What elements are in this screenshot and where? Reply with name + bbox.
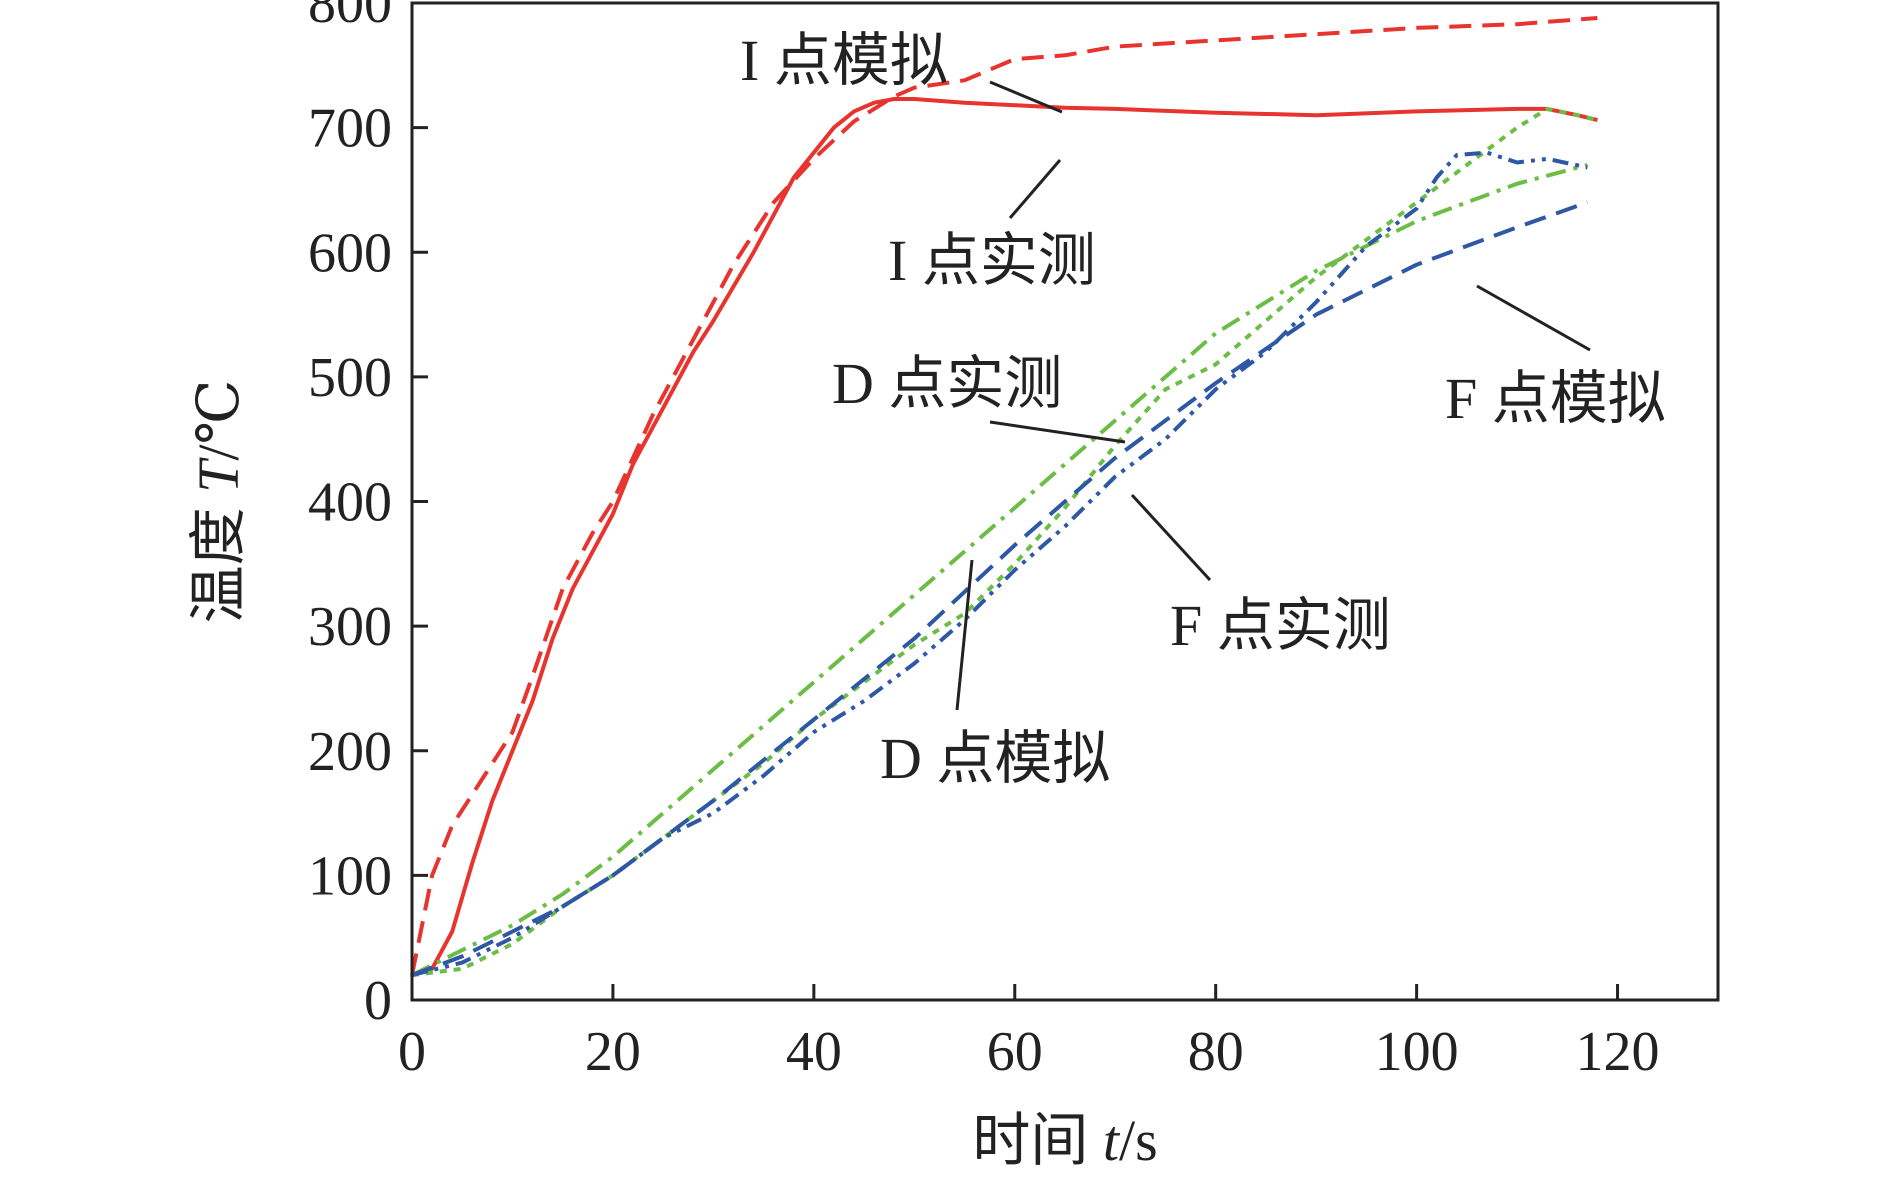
y-axis-title: 温度 T/℃	[186, 380, 251, 624]
y-tick-label: 300	[308, 596, 392, 658]
annotation-label: D 点模拟	[880, 726, 1110, 791]
x-tick-label: 40	[786, 1021, 842, 1083]
tick-layer: 0 20 40 60 80 100 120 0 100 200 300 400 500 600 700 800	[308, 0, 1660, 1083]
annotation-leader-line	[1476, 284, 1591, 352]
x-axis-title-unit: /s	[1119, 1108, 1158, 1173]
annotation-label: I 点实测	[888, 228, 1096, 293]
annotation-leader-line	[1008, 159, 1062, 219]
annotation-layer: I 点模拟 I 点实测 D 点实测 D 点模拟 F 点实测 F 点模拟	[740, 28, 1666, 791]
annotation-leader-line	[1130, 493, 1212, 582]
annotation-label: I 点模拟	[740, 28, 948, 93]
annotation-label: D 点实测	[832, 351, 1062, 416]
x-axis-title-var: t	[1103, 1108, 1121, 1173]
y-axis-title-var: T	[186, 457, 251, 493]
y-tick-label: 100	[308, 845, 392, 907]
y-axis-title-prefix: 温度	[186, 493, 251, 624]
y-tick-label: 600	[308, 222, 392, 284]
annotation-leader-line	[989, 420, 1126, 444]
series-line-2	[411, 97, 1598, 978]
x-tick-label: 20	[585, 1021, 641, 1083]
series-line-5	[411, 200, 1589, 977]
series-line-6	[411, 150, 1588, 978]
annotation-leader-line	[955, 559, 974, 711]
y-tick-label: 700	[308, 98, 392, 160]
series-line-3	[411, 163, 1588, 977]
x-tick-label: 120	[1576, 1021, 1660, 1083]
annotation-label: F 点模拟	[1445, 366, 1666, 431]
x-axis-title: 时间 t/s	[972, 1108, 1157, 1173]
x-tick-label: 0	[398, 1021, 426, 1083]
x-axis-title-prefix: 时间	[972, 1108, 1103, 1173]
x-tick-label: 100	[1375, 1021, 1459, 1083]
x-tick-label: 80	[1188, 1021, 1244, 1083]
y-tick-label: 200	[308, 721, 392, 783]
x-tick-label: 60	[987, 1021, 1043, 1083]
series-layer	[410, 16, 1598, 978]
annotation-leader-line	[989, 80, 1063, 114]
annotation-label: F 点实测	[1170, 593, 1391, 658]
y-tick-label: 0	[364, 970, 392, 1032]
y-axis-title-unit: /℃	[186, 380, 251, 461]
y-tick-label: 500	[308, 347, 392, 409]
y-tick-label: 400	[308, 472, 392, 534]
series-line-1	[410, 16, 1598, 976]
y-tick-label: 800	[308, 0, 392, 35]
